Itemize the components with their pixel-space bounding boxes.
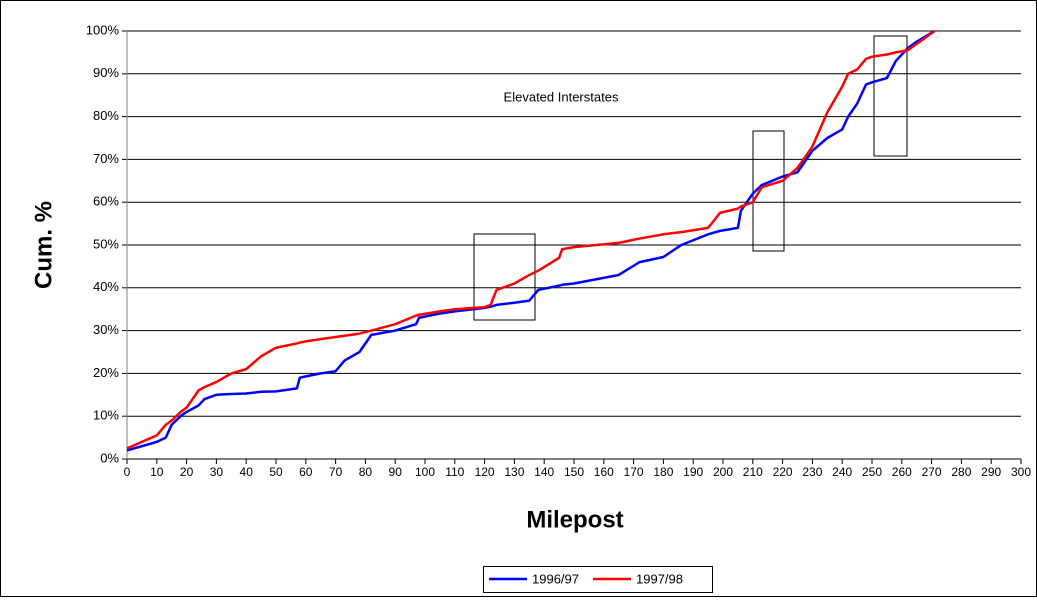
- x-tick-label: 210: [743, 465, 763, 479]
- x-tick-label: 0: [124, 465, 131, 479]
- y-tick-label: 0%: [100, 450, 119, 465]
- legend-label: 1996/97: [532, 571, 579, 586]
- x-tick-label: 130: [504, 465, 524, 479]
- y-tick-label: 20%: [93, 365, 119, 380]
- y-tick-label: 70%: [93, 151, 119, 166]
- y-tick-label: 10%: [93, 408, 119, 423]
- x-tick-label: 70: [329, 465, 343, 479]
- x-axis-label: Milepost: [526, 506, 623, 533]
- x-tick-label: 140: [534, 465, 554, 479]
- x-tick-label: 120: [475, 465, 495, 479]
- x-tick-label: 90: [389, 465, 403, 479]
- series-line: [126, 29, 936, 452]
- x-tick-label: 240: [832, 465, 852, 479]
- x-tick-label: 20: [180, 465, 194, 479]
- x-tick-label: 300: [1011, 465, 1031, 479]
- highlight-box: [752, 130, 785, 252]
- highlight-box: [873, 35, 908, 157]
- y-tick-label: 30%: [93, 322, 119, 337]
- x-tick-label: 250: [862, 465, 882, 479]
- x-tick-label: 30: [210, 465, 224, 479]
- series-line: [126, 29, 936, 450]
- x-tick-label: 200: [713, 465, 733, 479]
- y-tick-label: 40%: [93, 279, 119, 294]
- x-tick-label: 100: [415, 465, 435, 479]
- annotation: Elevated Interstates: [504, 89, 619, 104]
- x-tick-label: 160: [594, 465, 614, 479]
- x-tick-label: 270: [922, 465, 942, 479]
- y-tick-label: 90%: [93, 65, 119, 80]
- x-tick-label: 80: [359, 465, 373, 479]
- legend-label: 1997/98: [636, 571, 683, 586]
- y-axis-label: Cum. %: [30, 201, 57, 289]
- x-tick-label: 190: [683, 465, 703, 479]
- x-tick-label: 170: [624, 465, 644, 479]
- x-tick-label: 40: [240, 465, 254, 479]
- x-tick-label: 290: [981, 465, 1001, 479]
- x-tick-label: 60: [299, 465, 313, 479]
- x-tick-label: 180: [653, 465, 673, 479]
- x-tick-label: 150: [564, 465, 584, 479]
- y-tick-label: 80%: [93, 108, 119, 123]
- y-tick-label: 100%: [86, 22, 120, 37]
- y-tick-label: 60%: [93, 194, 119, 209]
- x-tick-label: 230: [802, 465, 822, 479]
- x-tick-label: 220: [773, 465, 793, 479]
- x-tick-label: 50: [269, 465, 283, 479]
- y-tick-label: 50%: [93, 236, 119, 251]
- highlight-box: [473, 233, 536, 321]
- x-tick-label: 280: [951, 465, 971, 479]
- x-tick-label: 10: [150, 465, 164, 479]
- x-tick-label: 260: [892, 465, 912, 479]
- x-tick-label: 110: [445, 465, 464, 479]
